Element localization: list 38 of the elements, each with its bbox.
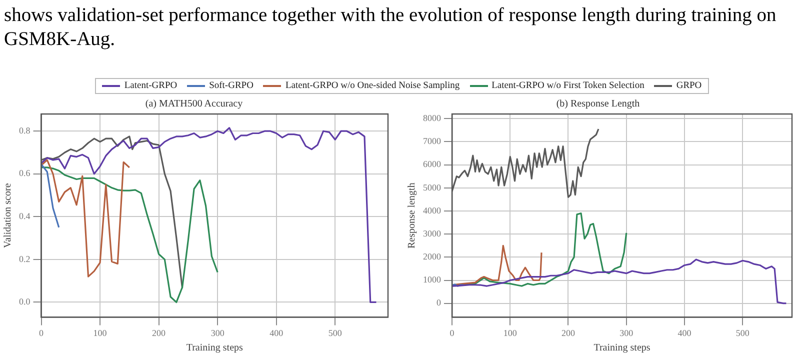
legend-label: Soft-GRPO — [209, 81, 254, 91]
y-tick-label: 0.2 — [19, 254, 30, 264]
x-tick-label: 500 — [328, 328, 342, 338]
legend-label: GRPO — [676, 81, 702, 91]
x-tick-label: 200 — [561, 328, 576, 338]
x-tick-label: 400 — [678, 328, 692, 338]
x-tick-label: 0 — [39, 328, 44, 338]
y-tick-label: 3000 — [423, 228, 442, 238]
y-tick-label: 4000 — [423, 205, 442, 216]
chart-title: (b) Response Length — [556, 98, 640, 110]
y-tick-label: 5000 — [423, 182, 442, 192]
y-tick-label: 0 — [436, 298, 442, 308]
y-tick-label: 8000 — [423, 112, 442, 123]
x-tick-label: 200 — [152, 328, 166, 338]
y-tick-label: 2000 — [423, 252, 442, 262]
x-tick-label: 100 — [93, 328, 108, 338]
x-axis-title: Training steps — [186, 342, 244, 354]
x-tick-label: 300 — [210, 328, 225, 338]
x-tick-label: 100 — [503, 328, 518, 338]
y-tick-label: 7000 — [423, 136, 442, 146]
x-tick-label: 0 — [450, 328, 455, 338]
x-axis-title: Training steps — [594, 342, 650, 354]
x-tick-label: 400 — [270, 328, 284, 338]
y-axis-title: Validation score — [2, 182, 14, 248]
y-tick-label: 0.8 — [19, 125, 31, 136]
y-tick-label: 6000 — [423, 159, 442, 170]
y-tick-label: 0.6 — [19, 168, 31, 178]
legend-label: Latent-GRPO w/o First Token Selection — [492, 81, 644, 91]
legend-label: Latent-GRPO — [124, 81, 178, 91]
y-axis-title: Response length — [406, 182, 418, 249]
x-tick-label: 500 — [736, 328, 750, 338]
text: shows validation-set performance together with the evolution of response length during training on GSM8K-Aug. — [4, 4, 778, 52]
x-tick-label: 300 — [620, 328, 634, 338]
y-tick-label: 0.0 — [19, 296, 31, 307]
y-tick-label: 1000 — [423, 274, 442, 285]
chart-title: (a) MATH500 Accuracy — [145, 98, 243, 110]
legend-label: Latent-GRPO w/o One-sided Noise Sampling — [285, 81, 460, 91]
y-tick-label: 0.4 — [19, 211, 31, 222]
